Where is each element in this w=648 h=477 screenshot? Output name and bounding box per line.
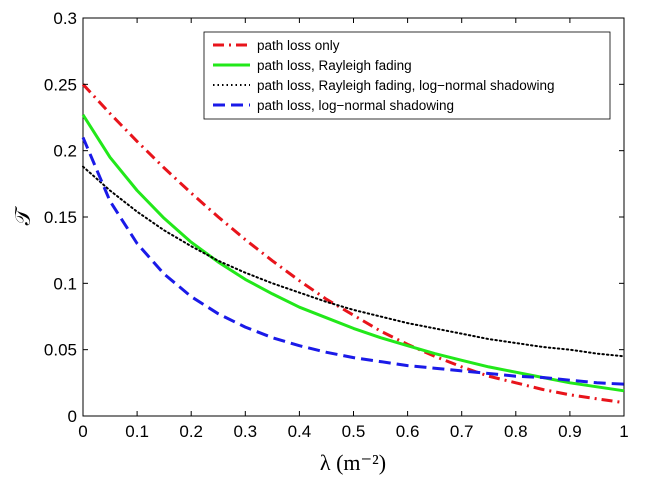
x-tick-label: 0 bbox=[78, 422, 87, 441]
x-tick-label: 0.5 bbox=[342, 422, 366, 441]
x-tick-label: 0.1 bbox=[125, 422, 149, 441]
legend-label-2: path loss, Rayleigh fading bbox=[257, 58, 412, 73]
series-line-3 bbox=[82, 165, 625, 358]
y-tick-label: 0 bbox=[68, 407, 77, 426]
series-line-4 bbox=[81, 136, 625, 386]
x-tick-label: 0.7 bbox=[450, 422, 474, 441]
ticks-layer: 0 0.1 0.2 0.3 0.4 0.5 0.6 0.7 0.8 0.9 1 0 0.05 0.1 0.1… bbox=[44, 9, 629, 441]
x-tick-label: 0.2 bbox=[179, 422, 203, 441]
legend-items: path loss only path loss, Rayleigh fading… bbox=[213, 38, 555, 113]
legend-label-1: path loss only bbox=[257, 38, 340, 53]
legend-label-4: path loss, log−normal shadowing bbox=[257, 98, 454, 113]
y-tick-label: 0.1 bbox=[53, 274, 77, 293]
y-tick-label: 0.15 bbox=[44, 208, 77, 227]
series-line-1 bbox=[81, 83, 625, 405]
legend-label-3: path loss, Rayleigh fading, log−normal s… bbox=[257, 78, 555, 93]
x-tick-label: 0.9 bbox=[558, 422, 582, 441]
x-axis-label: λ (m⁻²) bbox=[320, 450, 386, 475]
x-tick-label: 0.4 bbox=[288, 422, 312, 441]
y-tick-label: 0.2 bbox=[53, 142, 77, 161]
x-tick-label: 0.3 bbox=[233, 422, 257, 441]
y-tick-label: 0.05 bbox=[44, 341, 77, 360]
x-tick-label: 0.6 bbox=[396, 422, 420, 441]
series-layer bbox=[81, 83, 625, 405]
x-tick-label: 0.8 bbox=[504, 422, 528, 441]
x-tick-label: 1 bbox=[619, 422, 628, 441]
y-axis-label: 𝒯 bbox=[10, 205, 35, 225]
legend-box bbox=[203, 31, 611, 120]
legend: path loss only path loss, Rayleigh fading… bbox=[203, 31, 611, 120]
y-tick-label: 0.25 bbox=[44, 75, 77, 94]
y-tick-label: 0.3 bbox=[53, 9, 77, 28]
